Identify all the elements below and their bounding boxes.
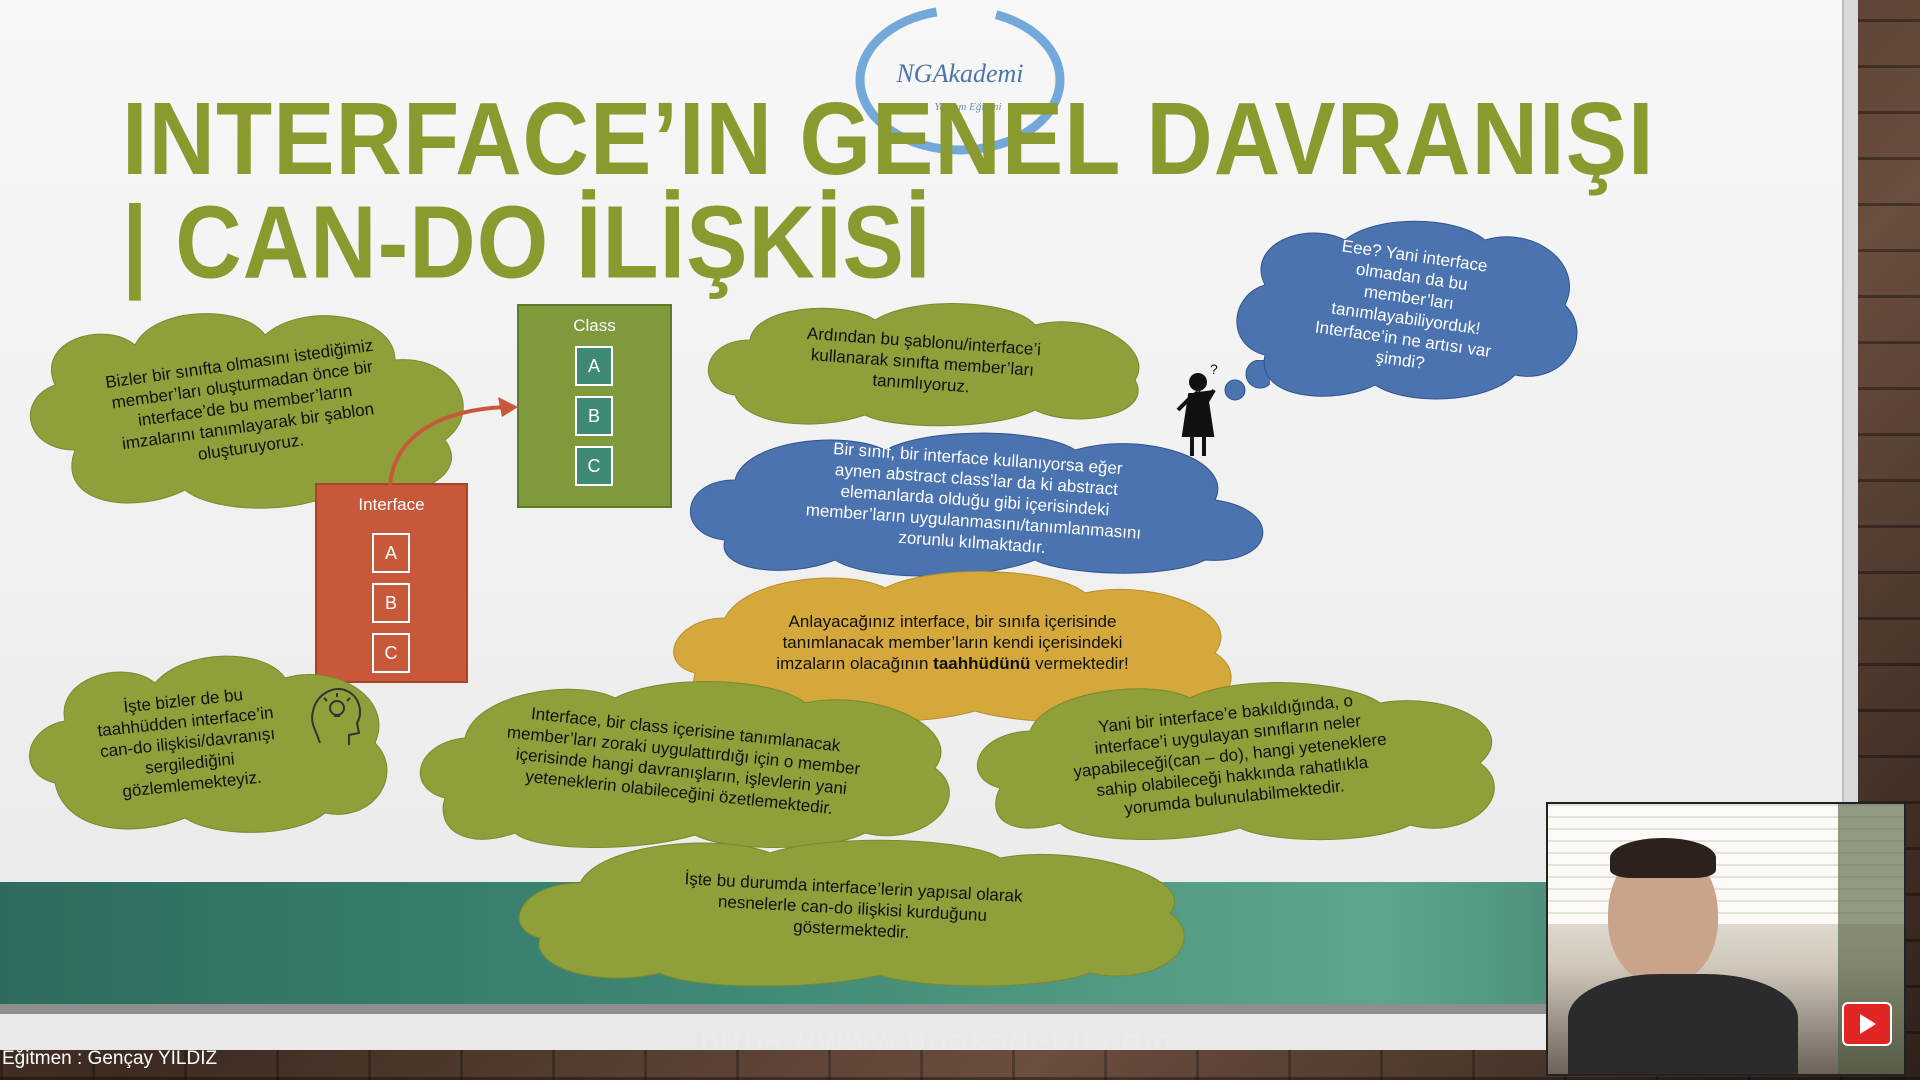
webcam-person-body — [1568, 974, 1798, 1074]
commitment-text-part2: vermektedir! — [1035, 653, 1129, 673]
interface-box-label: Interface — [358, 495, 425, 514]
logo-text: NGAkademi — [895, 59, 1023, 88]
interface-box: Interface A B C — [315, 483, 468, 683]
footer-band-shadow — [0, 1004, 1842, 1014]
cloud-interface-enforcement: Bir sınıf, bir interface kullanıyorsa eğ… — [675, 425, 1275, 577]
webcam-person-hair — [1610, 838, 1716, 878]
cloud-template-explanation: Bizler bir sınıfta olmasını istediğimiz … — [15, 300, 475, 510]
interface-member-a: A — [372, 533, 410, 573]
interface-member-c: C — [372, 633, 410, 673]
commitment-text-bold: taahhüdünü — [933, 653, 1031, 673]
watermark-url: https://www.ngakademi.com — [700, 1022, 1174, 1050]
class-member-c: C — [575, 446, 613, 486]
cloud-commitment-text: Anlayacağınız interface, bir sınıfa içer… — [655, 563, 1250, 721]
slide-title: INTERFACE’IN GENEL DAVRANIŞI | CAN-DO İL… — [122, 82, 1655, 300]
ngakademi-logo: NGAkademi Yazılım Eğitimi — [850, 0, 1070, 160]
interface-member-b: B — [372, 583, 410, 623]
interface-to-class-arrow — [388, 397, 518, 486]
class-member-a: A — [575, 346, 613, 386]
class-member-b: B — [575, 396, 613, 436]
class-box: Class A B C — [517, 304, 672, 508]
cloud-question: Eee? Yani interface olmadan da bu member… — [1225, 215, 1590, 400]
class-box-label: Class — [573, 316, 616, 335]
instructor-name: Eğitmen : Gençay YILDIZ — [2, 1048, 218, 1069]
thinking-question-mark: ? — [1210, 361, 1218, 377]
commitment-text-part1: Anlayacağınız interface, bir sınıfa içer… — [776, 611, 1123, 673]
cloud-template-usage: Ardından bu şablonu/interface’i kullanar… — [695, 300, 1150, 427]
cloud-can-do-inference: Yani bir interface’e bakıldığında, o int… — [960, 673, 1500, 841]
webcam-overlay — [1546, 802, 1906, 1076]
thinking-head-icon — [311, 688, 361, 745]
slide: NGAkademi Yazılım Eğitimi INTERFACE’IN G… — [0, 0, 1842, 1050]
cloud-commitment: Anlayacağınız interface, bir sınıfa içer… — [655, 563, 1250, 723]
logo-subtext: Yazılım Eğitimi — [934, 101, 1001, 113]
cloud-can-do-observation: İşte bizler de bu taahhüdden interface’i… — [15, 643, 400, 838]
play-button-icon[interactable] — [1842, 1002, 1892, 1046]
cloud-behavior-summary: Interface, bir class içerisine tanımlana… — [405, 673, 960, 848]
cloud-conclusion: İşte bu durumda interface’lerin yapısal … — [500, 833, 1205, 987]
slide-edge — [1842, 0, 1858, 1050]
